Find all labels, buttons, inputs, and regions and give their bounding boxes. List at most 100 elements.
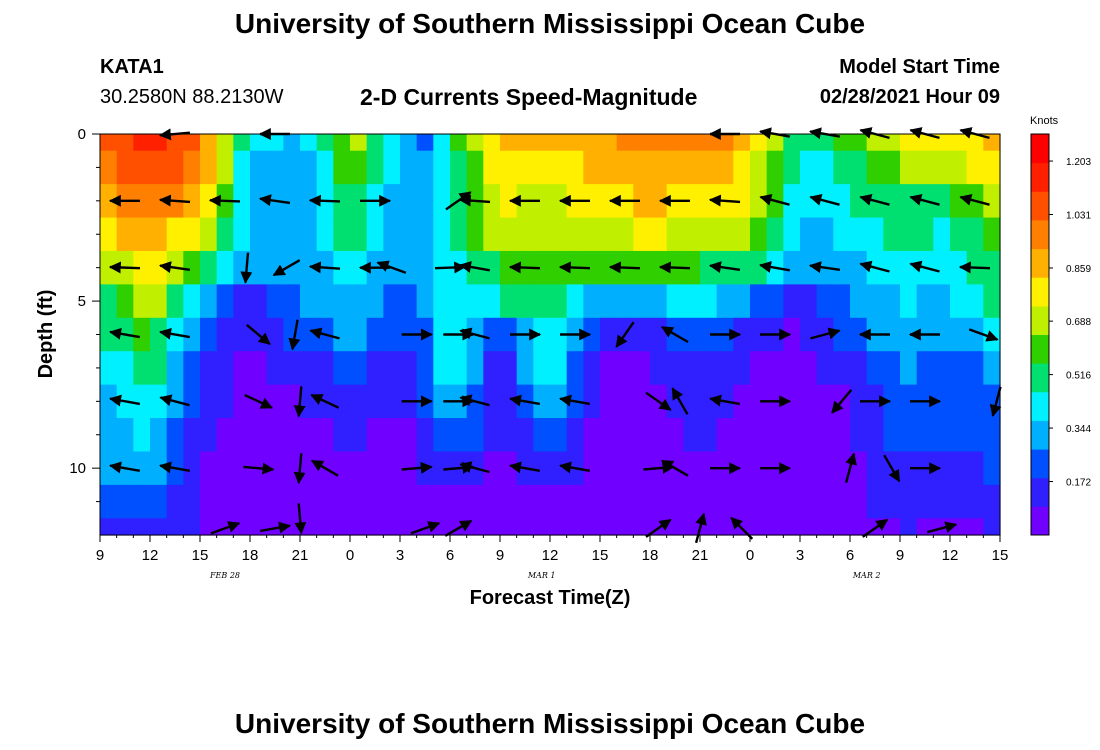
heatmap-cell <box>483 150 501 185</box>
current-vector-arrow <box>608 261 641 274</box>
heatmap-cell <box>183 150 201 185</box>
heatmap-cell <box>583 217 601 252</box>
colorbar-tick-label: 0.344 <box>1066 424 1091 435</box>
current-vector-arrow <box>308 261 341 274</box>
heatmap-cell <box>200 317 218 352</box>
colorbar-swatch <box>1031 219 1049 250</box>
current-vector-arrow <box>158 194 191 207</box>
heatmap-cell <box>483 518 501 536</box>
heatmap-cell <box>283 134 301 152</box>
heatmap-cell <box>683 484 701 519</box>
heatmap-cell <box>100 250 118 285</box>
heatmap-cell <box>233 351 251 386</box>
current-vector-arrow <box>859 260 890 273</box>
heatmap-cell <box>883 351 901 386</box>
heatmap-cell <box>616 518 634 536</box>
heatmap-cell <box>266 317 284 352</box>
heatmap-cell <box>116 418 134 453</box>
heatmap-cell <box>283 217 301 252</box>
model-start-value: 02/28/2021 Hour 09 <box>819 86 1000 108</box>
heatmap-cell <box>550 451 568 486</box>
heatmap-cell <box>433 134 451 152</box>
heatmap-cell <box>533 184 551 219</box>
heatmap-cell <box>350 184 368 219</box>
heatmap-cell <box>200 184 218 219</box>
y-axis-label: Depth (ft) <box>35 290 57 379</box>
heatmap-cell <box>583 317 601 352</box>
heatmap-cell <box>416 351 434 386</box>
heatmap-cell <box>383 518 401 536</box>
heatmap-cell <box>833 150 851 185</box>
heatmap-cell <box>916 217 934 252</box>
heatmap-cell <box>733 134 751 152</box>
heatmap-cell <box>866 484 884 519</box>
heatmap-cell <box>650 250 668 285</box>
heatmap-cell <box>950 134 968 152</box>
heatmap-cell <box>783 217 801 252</box>
heatmap-cell <box>783 518 801 536</box>
heatmap-cell <box>800 217 818 252</box>
heatmap-cell <box>350 484 368 519</box>
heatmap-cell <box>266 250 284 285</box>
heatmap-cell <box>483 284 501 319</box>
heatmap-cell <box>816 518 834 536</box>
current-vector-arrow <box>645 391 672 411</box>
heatmap-cell <box>350 351 368 386</box>
current-vector-arrow <box>694 512 707 544</box>
heatmap-cell <box>466 284 484 319</box>
model-start-label: Model Start Time <box>839 56 1000 78</box>
heatmap-cell <box>433 284 451 319</box>
heatmap-cell <box>983 150 1001 185</box>
heatmap-cell <box>733 418 751 453</box>
heatmap-cell <box>333 317 351 352</box>
heatmap-cell <box>700 484 718 519</box>
heatmap-cell <box>333 484 351 519</box>
heatmap-cell <box>233 317 251 352</box>
heatmap-cell <box>583 418 601 453</box>
heatmap-cell <box>533 418 551 453</box>
heatmap-cell <box>283 351 301 386</box>
heatmap-cell <box>466 217 484 252</box>
heatmap-cell <box>316 484 334 519</box>
heatmap-cell <box>316 518 334 536</box>
colorbar-swatch <box>1031 134 1049 164</box>
heatmap-cell <box>133 217 151 252</box>
heatmap-cell <box>933 317 951 352</box>
heatmap-cell <box>100 484 118 519</box>
heatmap-cell <box>283 150 301 185</box>
heatmap-cell <box>366 351 384 386</box>
heatmap-cell <box>500 317 518 352</box>
heatmap-cell <box>550 250 568 285</box>
heatmap-cell <box>350 250 368 285</box>
x-tick-label: 21 <box>692 547 709 564</box>
heatmap-cell <box>133 384 151 419</box>
heatmap-cell <box>383 284 401 319</box>
heatmap-cell <box>633 484 651 519</box>
heatmap-cell <box>950 351 968 386</box>
heatmap-cell <box>133 150 151 185</box>
heatmap-cell <box>900 418 918 453</box>
heatmap-cell <box>866 150 884 185</box>
heatmap-cell <box>866 418 884 453</box>
heatmap-cell <box>883 418 901 453</box>
heatmap-cell <box>700 384 718 419</box>
heatmap-cell <box>950 418 968 453</box>
current-vector-arrow <box>434 261 467 274</box>
heatmap-cell <box>550 518 568 536</box>
heatmap-cell <box>966 150 984 185</box>
colorbar-swatch <box>1031 191 1049 221</box>
heatmap-cell <box>283 284 301 319</box>
heatmap-cell <box>900 384 918 419</box>
heatmap-cell <box>783 451 801 486</box>
heatmap-cell <box>383 418 401 453</box>
heatmap-cell <box>266 384 284 419</box>
heatmap-cell <box>333 184 351 219</box>
heatmap-cell <box>733 351 751 386</box>
date-label: FEB 28 <box>209 571 240 580</box>
heatmap-cell <box>383 217 401 252</box>
heatmap-cell <box>416 217 434 252</box>
heatmap-cell <box>433 351 451 386</box>
current-vector-arrow <box>410 521 441 535</box>
heatmap-cell <box>266 484 284 519</box>
